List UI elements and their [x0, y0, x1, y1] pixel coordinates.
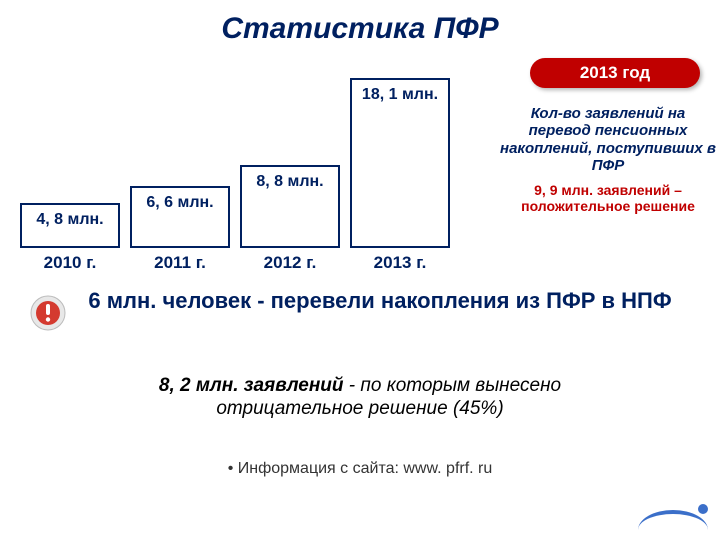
side-info: Кол-во заявлений на перевод пенсионных н… [498, 105, 718, 214]
side-info-line2: 9, 9 млн. заявлений – положительное реше… [498, 182, 718, 214]
year-badge: 2013 год [530, 58, 700, 88]
chart-year-label: 2011 г. [130, 253, 230, 273]
sub-statement-strong: 8, 2 млн. заявлений [159, 375, 344, 396]
chart-bar: 8, 8 млн. [240, 165, 340, 248]
alert-icon [30, 295, 66, 336]
sub-statement: 8, 2 млн. заявлений - по которым вынесен… [100, 375, 620, 421]
chart-bar: 4, 8 млн. [20, 203, 120, 248]
bar-chart: 4, 8 млн. 2010 г. 6, 6 млн. 2011 г. 8, 8 млн… [20, 58, 500, 273]
main-statement: 6 млн. человек - перевели накопления из … [80, 288, 680, 314]
chart-year-label: 2012 г. [240, 253, 340, 273]
footer-source: • Информация с сайта: www. pfrf. ru [0, 460, 720, 478]
chart-bar: 18, 1 млн. [350, 78, 450, 248]
chart-bar: 6, 6 млн. [130, 186, 230, 248]
brand-logo [638, 504, 708, 530]
side-info-line1: Кол-во заявлений на перевод пенсионных н… [498, 105, 718, 174]
chart-year-label: 2013 г. [350, 253, 450, 273]
page-title: Статистика ПФР [0, 0, 720, 52]
chart-year-label: 2010 г. [20, 253, 120, 273]
